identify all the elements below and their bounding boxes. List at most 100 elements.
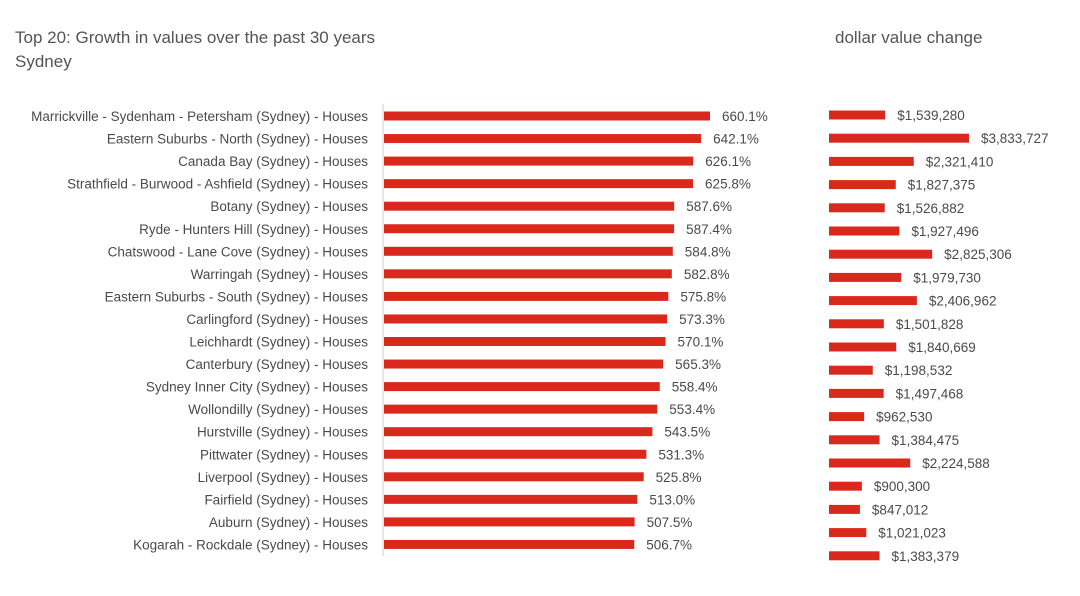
- growth-bar: [384, 134, 702, 144]
- growth-data-label: 507.5%: [647, 515, 693, 530]
- growth-bar: [384, 404, 658, 414]
- dollar-bar: [829, 435, 880, 445]
- dollar-bar: [829, 272, 902, 282]
- category-label: Canada Bay (Sydney) - Houses: [178, 154, 368, 169]
- dollar-data-label: $1,539,280: [897, 108, 965, 123]
- category-label: Liverpool (Sydney) - Houses: [198, 470, 369, 485]
- growth-data-label: 584.8%: [685, 244, 731, 259]
- dollar-data-label: $1,979,730: [913, 270, 981, 285]
- dollar-data-label: $1,384,475: [892, 433, 960, 448]
- dollar-data-label: $1,840,669: [908, 340, 976, 355]
- growth-data-label: 573.3%: [679, 312, 725, 327]
- dollar-data-label: $1,526,882: [897, 201, 965, 216]
- dollar-data-label: $962,530: [876, 410, 932, 425]
- dollar-bar: [829, 226, 900, 236]
- dollar-bar: [829, 249, 933, 259]
- chart-subtitle: Sydney: [15, 52, 72, 71]
- category-label: Strathfield - Burwood - Ashfield (Sydney…: [67, 177, 368, 192]
- growth-bar: [384, 111, 710, 121]
- growth-bar: [384, 201, 675, 211]
- growth-bar: [384, 246, 673, 256]
- growth-data-label: 642.1%: [713, 132, 759, 147]
- dollar-bar: [829, 365, 873, 375]
- category-label: Eastern Suburbs - South (Sydney) - House…: [105, 289, 369, 304]
- category-label: Wollondilly (Sydney) - Houses: [188, 402, 368, 417]
- dollar-data-label: $1,501,828: [896, 317, 964, 332]
- dollar-data-label: $1,497,468: [896, 386, 964, 401]
- dollar-data-label: $847,012: [872, 502, 928, 517]
- dollar-bar: [829, 203, 885, 213]
- dollar-bar: [829, 388, 884, 398]
- dollar-data-label: $3,833,727: [981, 131, 1049, 146]
- dollar-bar: [829, 296, 917, 306]
- category-label: Fairfield (Sydney) - Houses: [204, 492, 368, 507]
- category-label: Carlingford (Sydney) - Houses: [186, 312, 368, 327]
- category-label: Leichhardt (Sydney) - Houses: [189, 335, 368, 350]
- dollar-data-label: $1,198,532: [885, 363, 953, 378]
- growth-bar: [384, 314, 668, 324]
- category-label: Hurstville (Sydney) - Houses: [197, 425, 368, 440]
- growth-bar: [384, 539, 635, 549]
- growth-data-label: 558.4%: [672, 380, 718, 395]
- dollar-data-label: $2,321,410: [926, 154, 994, 169]
- dollar-data-label: $2,224,588: [922, 456, 990, 471]
- dollar-data-label: $1,827,375: [908, 178, 976, 193]
- growth-data-label: 513.0%: [649, 492, 695, 507]
- category-label: Ryde - Hunters Hill (Sydney) - Houses: [139, 222, 368, 237]
- growth-data-label: 570.1%: [678, 335, 724, 350]
- dollar-bar: [829, 458, 911, 468]
- dollar-bar: [829, 110, 886, 120]
- dollar-bar: [829, 342, 897, 352]
- dollar-data-label: $900,300: [874, 479, 930, 494]
- dollar-bar: [829, 156, 914, 166]
- dollar-bar: [829, 412, 865, 422]
- growth-data-label: 575.8%: [680, 289, 726, 304]
- category-label: Pittwater (Sydney) - Houses: [200, 447, 368, 462]
- category-label: Auburn (Sydney) - Houses: [209, 515, 368, 530]
- growth-bar: [384, 337, 666, 346]
- growth-data-label: 543.5%: [664, 425, 710, 440]
- chart-title: Top 20: Growth in values over the past 3…: [15, 28, 376, 47]
- category-label: Kogarah - Rockdale (Sydney) - Houses: [133, 537, 368, 552]
- growth-bar: [384, 179, 694, 189]
- dollar-bar: [829, 133, 969, 143]
- growth-bar: [384, 269, 672, 279]
- dollar-data-label: $1,383,379: [892, 549, 960, 564]
- dollar-bar: [829, 551, 880, 561]
- growth-data-label: 525.8%: [656, 470, 702, 485]
- growth-data-label: 531.3%: [658, 447, 704, 462]
- dollar-bar: [829, 180, 896, 190]
- growth-data-label: 587.4%: [686, 222, 732, 237]
- category-label: Botany (Sydney) - Houses: [210, 199, 368, 214]
- dollar-data-label: $1,021,023: [878, 526, 946, 541]
- growth-data-label: 625.8%: [705, 177, 751, 192]
- growth-bar: [384, 449, 647, 459]
- dollar-bar: [829, 481, 862, 491]
- growth-chart-group: Marrickville - Sydenham - Petersham (Syd…: [31, 104, 768, 557]
- dollar-data-label: $1,927,496: [911, 224, 979, 239]
- dollar-data-label: $2,406,962: [929, 294, 997, 309]
- category-label: Canterbury (Sydney) - Houses: [186, 357, 369, 372]
- category-label: Warringah (Sydney) - Houses: [191, 267, 369, 282]
- dollar-chart-group: $1,539,280 $3,833,727 $2,321,410 $1,827,375…: [829, 108, 1049, 564]
- growth-data-label: 506.7%: [646, 537, 692, 552]
- growth-bar: [384, 494, 638, 504]
- dollar-bar: [829, 528, 867, 538]
- growth-bar: [384, 382, 660, 392]
- growth-bar: [384, 156, 694, 166]
- category-label: Chatswood - Lane Cove (Sydney) - Houses: [108, 244, 369, 259]
- dollar-data-label: $2,825,306: [944, 247, 1012, 262]
- growth-data-label: 587.6%: [686, 199, 732, 214]
- growth-data-label: 582.8%: [684, 267, 730, 282]
- dollar-bar: [829, 319, 884, 329]
- category-label: Sydney Inner City (Sydney) - Houses: [146, 380, 368, 395]
- category-label: Marrickville - Sydenham - Petersham (Syd…: [31, 109, 368, 124]
- growth-data-label: 553.4%: [669, 402, 715, 417]
- growth-bar: [384, 291, 669, 301]
- growth-bar: [384, 359, 664, 369]
- growth-data-label: 565.3%: [675, 357, 721, 372]
- growth-bar: [384, 517, 635, 527]
- dollar-chart-title: dollar value change: [835, 28, 983, 47]
- growth-data-label: 660.1%: [722, 109, 768, 124]
